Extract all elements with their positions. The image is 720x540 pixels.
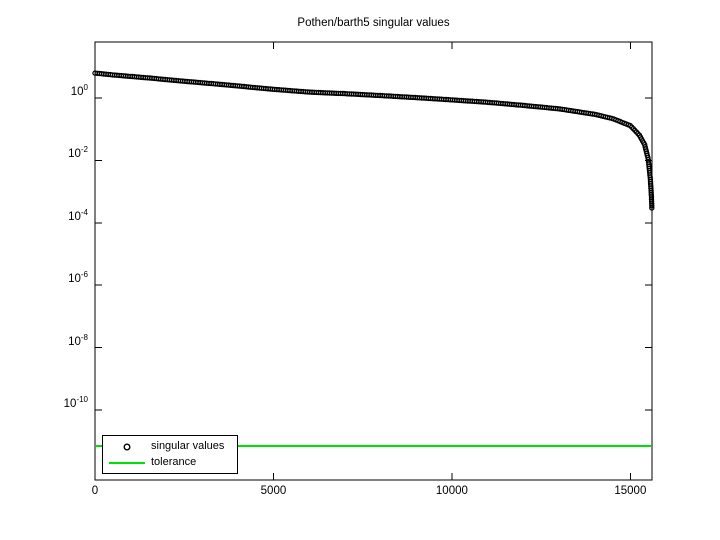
legend: singular values tolerance — [102, 435, 238, 474]
legend-circle-marker-icon — [103, 439, 149, 455]
y-tick-label: 10-4 — [68, 207, 88, 223]
y-tick-label: 10-2 — [68, 145, 88, 161]
legend-label-singular-values: singular values — [151, 440, 225, 452]
legend-line-icon — [103, 455, 149, 471]
legend-label-tolerance: tolerance — [151, 456, 197, 468]
y-tick-label: 10-10 — [63, 395, 88, 410]
axes-box-and-ticks — [94, 41, 653, 481]
x-tick-label: 15000 — [614, 485, 647, 497]
legend-entry-tolerance: tolerance — [103, 455, 237, 471]
y-tick-label: 10-8 — [68, 332, 88, 348]
singular-values-markers — [92, 70, 655, 211]
legend-entry-singular-values: singular values — [103, 439, 237, 455]
y-tick-label: 100 — [70, 83, 88, 98]
chart-title: Pothen/barth5 singular values — [297, 17, 450, 29]
y-tick-label: 10-6 — [68, 270, 88, 286]
x-tick-label: 0 — [91, 485, 99, 497]
x-tick-label: 10000 — [435, 485, 468, 497]
axes-box — [94, 41, 653, 481]
x-tick-label: 5000 — [260, 485, 287, 497]
